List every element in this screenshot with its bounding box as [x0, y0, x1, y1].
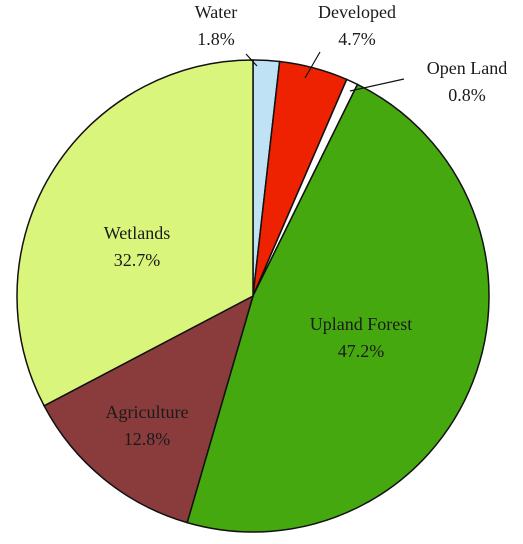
- slice-label-agriculture: Agriculture: [106, 402, 189, 422]
- leader-line-water: [245, 53, 258, 67]
- pie-slice-agriculture: [43, 294, 255, 524]
- slice-label-upland-forest: Upland Forest: [310, 314, 413, 334]
- slice-value-agriculture: 12.8%: [124, 429, 171, 449]
- leader-line-open-land: [349, 78, 405, 92]
- slice-label-open-land: Open Land: [427, 58, 507, 78]
- slice-value-water: 1.8%: [197, 29, 235, 49]
- slice-label-developed: Developed: [318, 2, 396, 22]
- pie-slice-upland-forest: [186, 83, 490, 533]
- slice-value-open-land: 0.8%: [448, 85, 486, 105]
- slice-value-upland-forest: 47.2%: [338, 341, 385, 361]
- leader-line-developed: [304, 51, 321, 79]
- slice-label-wetlands: Wetlands: [104, 223, 171, 243]
- pie-slice-wetlands: [16, 59, 254, 407]
- slice-label-water: Water: [195, 2, 238, 22]
- leader-lines: [245, 51, 405, 92]
- slice-value-wetlands: 32.7%: [114, 250, 161, 270]
- slice-labels: Water 1.8% Developed 4.7% Open Land 0.8% Uplan…: [104, 2, 508, 449]
- pie-slices: [16, 59, 490, 533]
- slice-value-developed: 4.7%: [338, 29, 376, 49]
